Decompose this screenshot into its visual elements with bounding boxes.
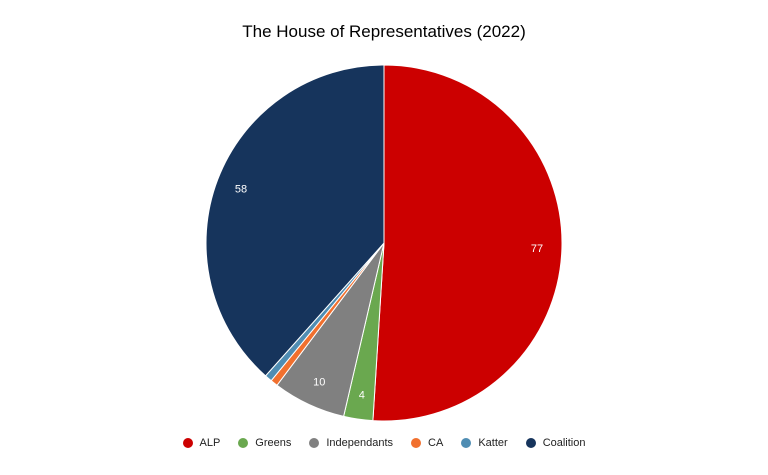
chart-legend: ALP Greens Independants CA Katter Coalition: [0, 437, 768, 449]
legend-swatch: [182, 438, 193, 448]
legend-label: Katter: [478, 437, 508, 449]
legend-label: ALP: [199, 437, 221, 449]
pie-slice-coalition: [205, 64, 385, 377]
pie-slice-alp: [372, 64, 563, 422]
legend-label: Coalition: [542, 437, 586, 449]
legend-swatch: [238, 438, 249, 448]
data-label-independants: 10: [313, 377, 325, 389]
data-label-alp: 77: [531, 243, 543, 255]
data-label-greens: 4: [359, 389, 365, 401]
data-label-coalition: 58: [235, 183, 247, 195]
legend-label: CA: [428, 437, 444, 449]
legend-item-ca: CA: [411, 437, 443, 449]
legend-swatch: [525, 438, 536, 448]
legend-item-coalition: Coalition: [525, 437, 586, 449]
legend-item-greens: Greens: [238, 437, 291, 449]
pie-slices: [205, 64, 563, 422]
legend-swatch: [461, 438, 472, 448]
legend-swatch: [309, 438, 320, 448]
pie-data-labels: 77 4 10 58: [235, 183, 543, 401]
legend-label: Greens: [255, 437, 292, 449]
chart-title: The House of Representatives (2022): [242, 22, 526, 41]
legend-item-independants: Independants: [309, 437, 393, 449]
legend-item-katter: Katter: [461, 437, 508, 449]
legend-item-alp: ALP: [182, 437, 221, 449]
legend-swatch: [411, 438, 422, 448]
legend-label: Independants: [326, 437, 394, 449]
